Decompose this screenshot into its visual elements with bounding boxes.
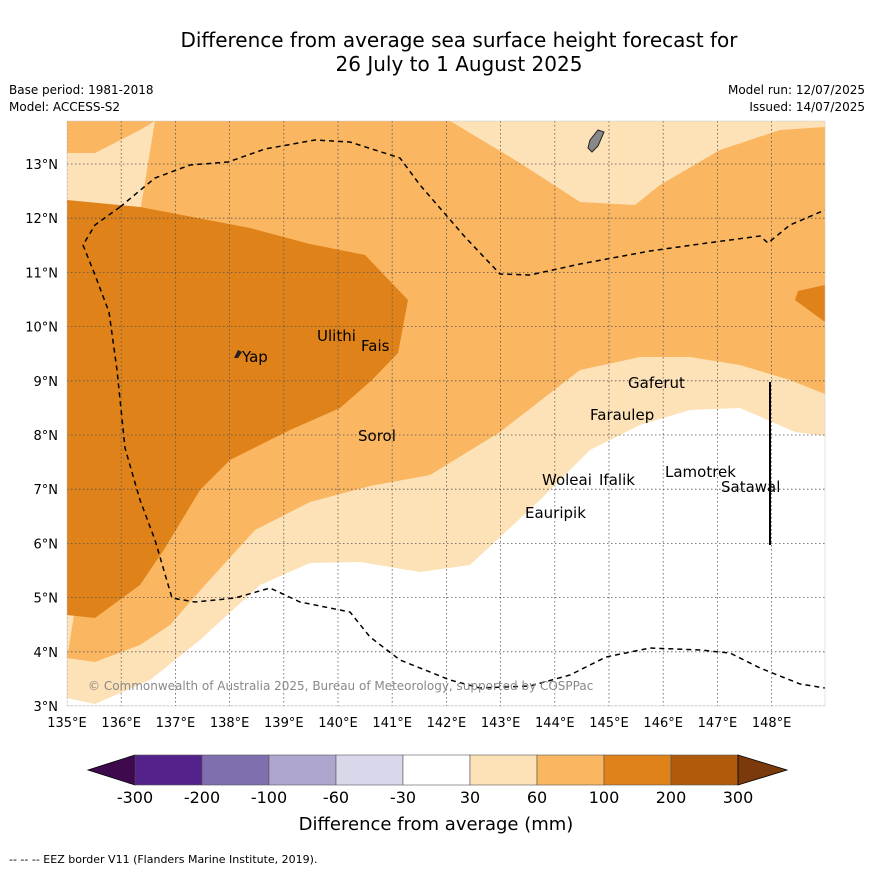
colorbar-tick-label: -300	[117, 788, 153, 807]
model-run: Model run: 12/07/2025	[727, 83, 865, 97]
map-frame	[66, 120, 826, 707]
lat-tick-label: 12°N	[25, 212, 58, 227]
lat-tick-label: 13°N	[25, 158, 58, 173]
lon-tick-label: 147°E	[698, 716, 738, 731]
base-period: Base period: 1981-2018	[9, 83, 154, 97]
place-label: Gaferut	[628, 374, 685, 392]
guam-island	[587, 129, 605, 153]
lat-tick-label: 5°N	[34, 592, 59, 607]
colorbar-tick-labels: -300 -200 -100 -60 -30 30 60 100 200 300	[117, 788, 753, 807]
lat-tick-label: 8°N	[34, 429, 59, 444]
eez-border-west	[82, 206, 825, 689]
lat-tick-label: 6°N	[34, 537, 59, 552]
lon-tick-label: 146°E	[643, 716, 683, 731]
place-label: Woleai	[542, 471, 592, 489]
yap-island	[234, 350, 242, 358]
colorbar-bin	[536, 754, 605, 786]
colorbar-tick-label: -200	[184, 788, 220, 807]
colorbar-bin	[268, 754, 337, 786]
colorbar-tick-label: 60	[527, 788, 547, 807]
place-label: Yap	[241, 348, 268, 366]
lon-tick-label: 142°E	[427, 716, 467, 731]
meta-left: Base period: 1981-2018 Model: ACCESS-S2	[9, 82, 154, 116]
model-name: Model: ACCESS-S2	[9, 100, 121, 114]
place-label: Eauripik	[525, 504, 586, 522]
colorbar-bin	[201, 754, 270, 786]
copyright-notice: © Commonwealth of Australia 2025, Bureau…	[88, 679, 593, 693]
place-label: Fais	[361, 337, 390, 355]
place-label: Ifalik	[599, 471, 635, 489]
lat-tick-label: 9°N	[34, 375, 59, 390]
colorbar-bin	[335, 754, 404, 786]
lon-tick-label: 144°E	[535, 716, 575, 731]
colorbar-bin	[670, 754, 739, 786]
lon-tick-label: 148°E	[752, 716, 792, 731]
meta-right: Model run: 12/07/2025 Issued: 14/07/2025	[728, 82, 865, 116]
place-label: Satawal	[721, 478, 780, 496]
place-labels: Ulithi Fais Yap Gaferut Faraulep Sorol W…	[241, 327, 780, 522]
colorbar-tick-label: -60	[323, 788, 349, 807]
title-line-2: 26 July to 1 August 2025	[335, 52, 583, 76]
colorbar-tick-label: 100	[589, 788, 620, 807]
colorbar-bin	[469, 754, 538, 786]
lon-tick-labels: 135°E 136°E 137°E 138°E 139°E 140°E 141°E 142°E…	[47, 716, 791, 731]
title-line-1: Difference from average sea surface heig…	[180, 28, 738, 52]
place-label: Ulithi	[317, 327, 356, 345]
colorbar-bin	[402, 754, 471, 786]
colorbar-tick-label: 30	[460, 788, 480, 807]
lon-tick-label: 143°E	[481, 716, 521, 731]
issued-date: Issued: 14/07/2025	[749, 100, 865, 114]
lon-tick-label: 138°E	[210, 716, 250, 731]
map-area	[67, 121, 825, 706]
colorbar	[86, 754, 789, 786]
lon-tick-label: 136°E	[101, 716, 141, 731]
colorbar-title: Difference from average (mm)	[299, 814, 574, 835]
colorbar-extend-high	[737, 754, 789, 786]
contour-100-200	[67, 200, 408, 618]
colorbar-tick-label: -100	[251, 788, 287, 807]
lon-tick-label: 141°E	[372, 716, 412, 731]
place-label: Lamotrek	[665, 463, 736, 481]
lon-tick-label: 135°E	[47, 716, 87, 731]
place-label: Faraulep	[590, 406, 654, 424]
lon-tick-label: 137°E	[156, 716, 196, 731]
colorbar-extend-low	[86, 754, 136, 786]
colorbar-bin	[134, 754, 203, 786]
lat-tick-label: 10°N	[25, 321, 58, 336]
lon-tick-label: 145°E	[589, 716, 629, 731]
eez-border-yap	[119, 139, 825, 276]
contour-100-200-east	[795, 285, 825, 322]
lat-tick-label: 3°N	[34, 700, 59, 715]
lat-tick-label: 11°N	[25, 266, 58, 281]
colorbar-bin	[603, 754, 672, 786]
map-title: Difference from average sea surface heig…	[0, 28, 873, 76]
colorbar-tick-label: 200	[656, 788, 687, 807]
lon-tick-label: 140°E	[318, 716, 358, 731]
lat-tick-label: 7°N	[34, 483, 59, 498]
eez-footnote: -- -- -- EEZ border V11 (Flanders Marine…	[9, 853, 318, 866]
lon-tick-label: 139°E	[264, 716, 304, 731]
colorbar-tick-label: -30	[390, 788, 416, 807]
lat-tick-labels: 3°N 4°N 5°N 6°N 7°N 8°N 9°N 10°N 11°N 12°N 13°N	[25, 158, 58, 715]
colorbar-tick-label: 300	[723, 788, 754, 807]
place-label: Sorol	[358, 427, 396, 445]
lat-tick-label: 4°N	[34, 646, 59, 661]
